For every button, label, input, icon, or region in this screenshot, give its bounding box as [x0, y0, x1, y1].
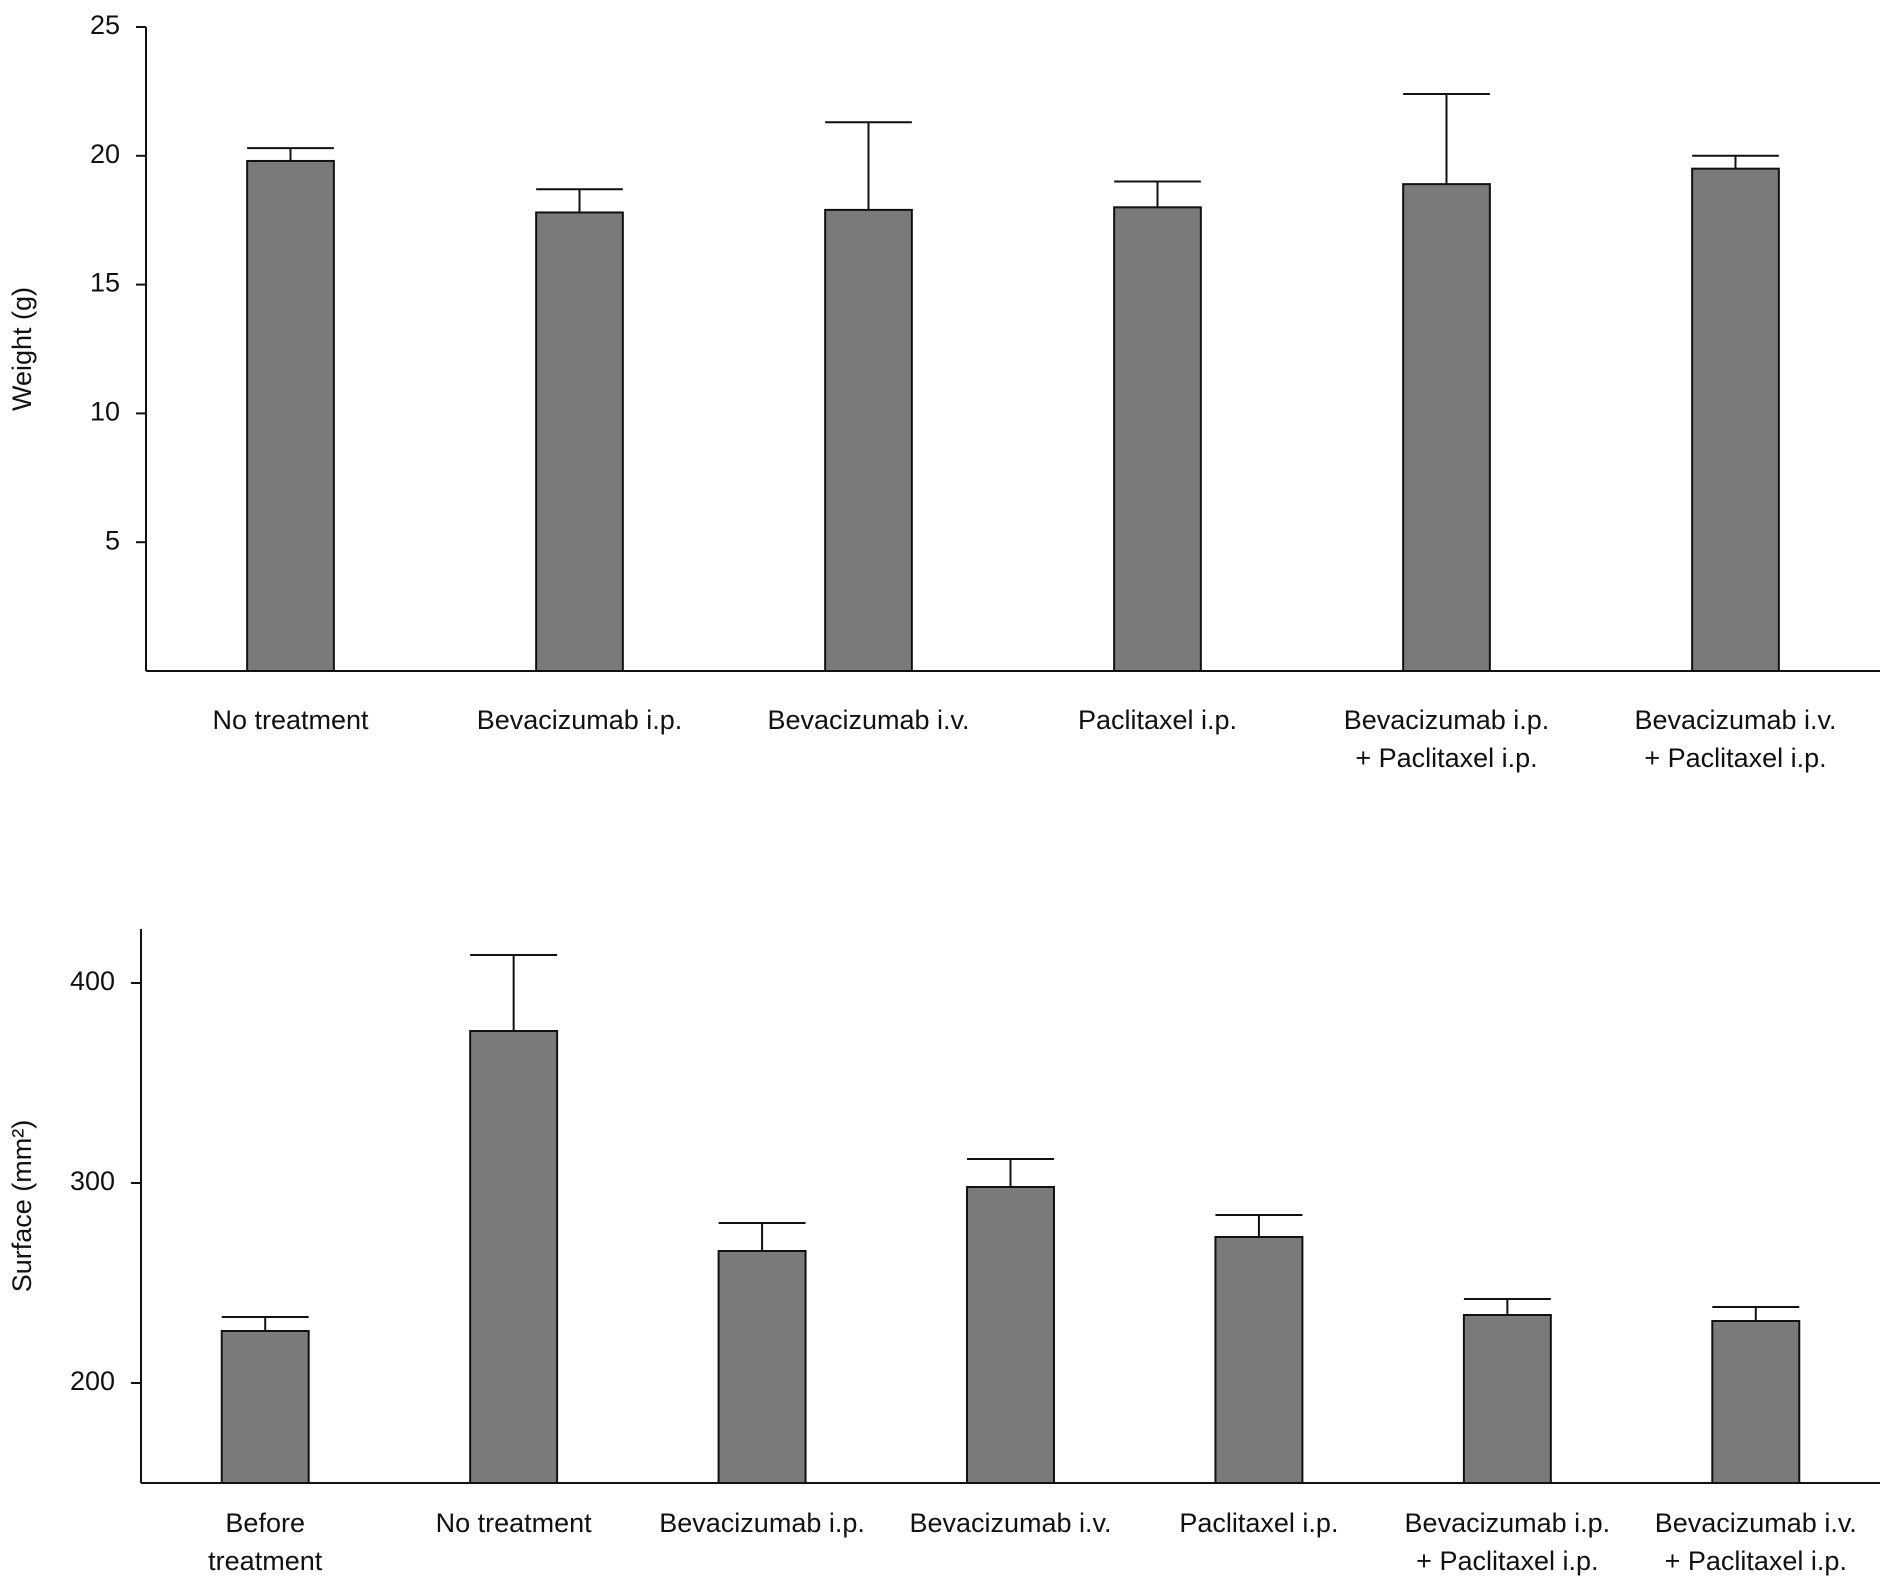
- error-bar: [247, 147, 334, 161]
- y-tick-label: 20: [90, 139, 120, 169]
- bar: [966, 1186, 1055, 1484]
- error-bar: [536, 188, 623, 213]
- bar: [824, 208, 913, 672]
- bar: [535, 211, 624, 673]
- x-tick-label: Before treatment: [208, 1508, 323, 1576]
- y-axis-label: Weight (g): [7, 287, 37, 411]
- y-tick-label: 25: [90, 10, 120, 40]
- error-bar: [825, 121, 912, 210]
- error-bar: [470, 954, 558, 1031]
- error-bar: [221, 1316, 309, 1331]
- bar: [469, 1030, 559, 1484]
- y-axis-label: Surface (mm²): [7, 1120, 37, 1293]
- error-bar: [1712, 1306, 1800, 1321]
- x-tick-label: No treatment: [436, 1508, 593, 1538]
- bar: [1691, 167, 1780, 672]
- x-tick-label: Bevacizumab i.p.: [659, 1508, 865, 1538]
- x-tick-label: No treatment: [212, 705, 369, 735]
- x-tick-label: Bevacizumab i.v.: [767, 705, 969, 735]
- bar: [220, 1330, 310, 1484]
- y-tick-label: 5: [105, 525, 120, 555]
- y-tick-label: 200: [70, 1366, 115, 1396]
- x-tick-label: Bevacizumab i.p. + Paclitaxel i.p.: [1405, 1508, 1611, 1576]
- bar: [1113, 206, 1202, 672]
- x-tick-label: Bevacizumab i.v. + Paclitaxel i.p.: [1655, 1508, 1857, 1576]
- x-tick-label: Bevacizumab i.p. + Paclitaxel i.p.: [1344, 705, 1550, 773]
- y-tick-label: 15: [90, 268, 120, 298]
- error-bar: [718, 1222, 806, 1251]
- error-bar: [1114, 180, 1201, 208]
- x-tick-label: Bevacizumab i.p.: [477, 705, 683, 735]
- y-tick-label: 300: [70, 1166, 115, 1196]
- x-tick-label: Paclitaxel i.p.: [1179, 1508, 1338, 1538]
- error-bar: [1215, 1214, 1303, 1237]
- y-tick-label: 10: [90, 397, 120, 427]
- x-tick-label: Paclitaxel i.p.: [1078, 705, 1237, 735]
- error-bar: [1403, 92, 1490, 185]
- error-bar: [1463, 1298, 1551, 1315]
- bar: [1462, 1314, 1552, 1484]
- bar: [1402, 183, 1491, 673]
- x-tick-label: Bevacizumab i.v.: [909, 1508, 1111, 1538]
- bar: [1214, 1236, 1304, 1484]
- bar: [246, 159, 335, 672]
- y-tick-label: 400: [70, 966, 115, 996]
- x-tick-label: Bevacizumab i.v. + Paclitaxel i.p.: [1634, 705, 1836, 773]
- error-bar: [1692, 154, 1779, 169]
- bar: [1711, 1320, 1801, 1484]
- error-bar: [967, 1158, 1054, 1187]
- bar: [717, 1250, 807, 1484]
